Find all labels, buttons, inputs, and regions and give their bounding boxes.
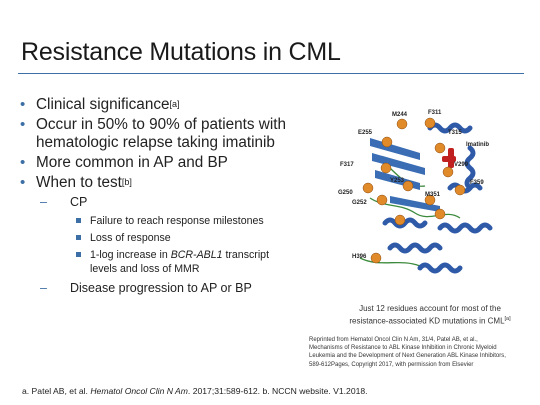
beta-sheet <box>370 138 440 212</box>
bullet-clinical-significance: • Clinical significance[a] <box>20 96 320 114</box>
reference-marker: [b] <box>121 177 132 187</box>
reprint-line: Mechanisms of Resistance to ABL Kinase I… <box>309 345 497 352</box>
sub-sub-bullet-text: Loss of response <box>90 232 171 244</box>
bullet-dot: • <box>20 174 26 191</box>
bullet-dot: • <box>20 154 26 171</box>
square-marker <box>76 252 81 257</box>
sub-bullet-disease-progression: – Disease progression to AP or BP <box>20 280 320 296</box>
label-f359: F359 <box>470 180 484 186</box>
sub-sub-bullet-loss: Loss of response <box>20 231 320 245</box>
sub-bullet-text: CP <box>70 195 88 209</box>
figure-caption: Just 12 residues account for most of the… <box>340 304 520 327</box>
label-g250: G250 <box>338 190 353 196</box>
sub-bullet-text: Disease progression to AP or BP <box>70 281 252 295</box>
reference-marker: [a] <box>504 316 511 322</box>
reference-marker: [a] <box>169 99 180 109</box>
reprint-line: Reprinted from Hematol Oncol Clin N Am, … <box>309 337 478 343</box>
dash-marker: – <box>40 195 47 209</box>
slide-title: Resistance Mutations in CML <box>21 38 341 66</box>
reprint-line: 589-612Pages, Copyright 2017, with permi… <box>309 361 474 368</box>
sub-sub-bullet-text: 1-log increase in <box>90 249 171 261</box>
bullet-occurrence: • Occur in 50% to 90% of patients with hem… <box>20 116 320 152</box>
square-marker <box>76 218 81 223</box>
bullet-text: Occur in 50% to 90% of patients with <box>36 116 286 133</box>
imatinib-ligand <box>442 148 456 168</box>
label-t315: T315 <box>448 130 462 136</box>
label-g252: G252 <box>352 200 367 206</box>
label-e255: E255 <box>358 130 373 136</box>
reprint-permission: Reprinted from Hematol Oncol Clin N Am, … <box>309 336 529 369</box>
square-marker <box>76 235 81 240</box>
journal-name: Hematol Oncol Clin N Am <box>90 386 188 396</box>
mutation-residues <box>362 117 466 264</box>
bullet-dot: • <box>20 116 26 133</box>
caption-line: resistance-associated KD mutations in CM… <box>349 316 505 326</box>
label-m351: M351 <box>425 192 441 198</box>
label-f317: F317 <box>340 162 354 168</box>
kinase-structure-figure: M244 F311 E255 T315 Imatinib F317 V299 Y… <box>338 110 493 274</box>
sub-sub-bullet-text: transcript <box>222 249 270 261</box>
sub-sub-bullet-log-increase: 1-log increase in BCR-ABL1 transcript lev… <box>20 248 320 276</box>
sub-sub-bullet-failure: Failure to reach response milestones <box>20 214 320 228</box>
bullet-list: • Clinical significance[a] • Occur in 50% … <box>20 96 320 300</box>
bullet-text: More common in AP and BP <box>36 154 228 171</box>
sub-bullet-cp: – CP <box>20 194 320 210</box>
bullet-text-continued: hematologic relapse taking imatinib <box>36 134 275 151</box>
bullet-text: When to test <box>36 174 122 191</box>
dash-marker: – <box>40 281 47 295</box>
bullet-text: Clinical significance <box>36 96 170 113</box>
label-h396: H396 <box>352 254 367 260</box>
label-f311: F311 <box>428 110 442 116</box>
sub-sub-bullet-text: Failure to reach response milestones <box>90 215 264 227</box>
bullet-more-common: • More common in AP and BP <box>20 154 320 172</box>
label-imatinib: Imatinib <box>466 142 489 148</box>
label-m244: M244 <box>392 112 408 118</box>
bullet-dot: • <box>20 96 26 113</box>
caption-line: Just 12 residues account for most of the <box>359 304 501 313</box>
bullet-when-to-test: • When to test[b] <box>20 174 320 192</box>
reprint-line: Leukemia and the Development of Next Gen… <box>309 353 506 360</box>
footnote-references: a. Patel AB, et al. Hematol Oncol Clin N… <box>22 386 368 396</box>
label-y253: Y253 <box>390 178 405 184</box>
footnote-text: . 2017;31:589-612. b. NCCN website. V1.2… <box>187 386 368 396</box>
sub-sub-bullet-text-continued: levels and loss of MMR <box>90 263 200 275</box>
gene-name: BCR-ABL1 <box>170 249 223 261</box>
label-v299: V299 <box>454 162 469 168</box>
title-divider <box>18 73 524 74</box>
footnote-text: a. Patel AB, et al. <box>22 386 91 396</box>
